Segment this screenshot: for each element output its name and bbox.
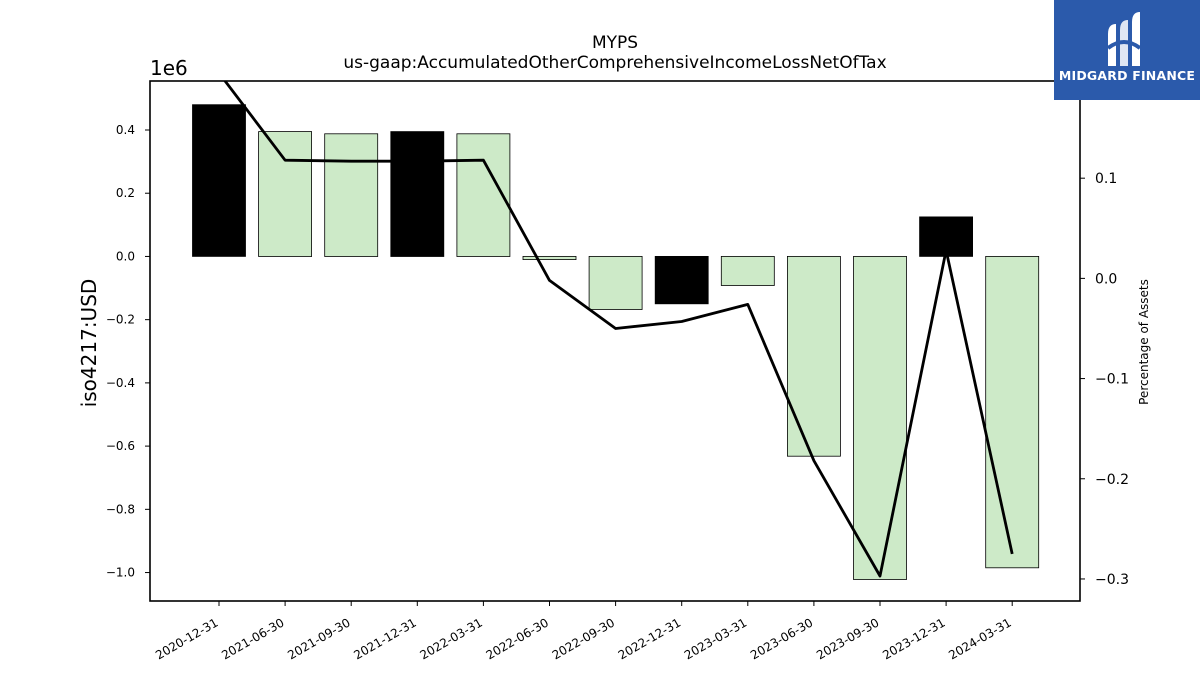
y-tick-label: −1.0 bbox=[106, 566, 135, 580]
y-tick-label: −0.8 bbox=[106, 502, 135, 516]
y-tick-label: 0.0 bbox=[116, 249, 135, 263]
bar bbox=[985, 255, 1040, 569]
series-line bbox=[223, 81, 1014, 578]
bar bbox=[654, 255, 709, 305]
bar bbox=[853, 255, 907, 580]
x-tick-label: 2021-06-30 bbox=[219, 615, 286, 662]
y-tick-label: 0.2 bbox=[116, 186, 135, 200]
chart-title: MYPS bbox=[592, 33, 638, 53]
midgard-finance-logo: MIDGARD FINANCE bbox=[1054, 0, 1200, 100]
y2-tick-label: 0.0 bbox=[1095, 271, 1117, 287]
bar bbox=[720, 255, 775, 286]
x-tick-label: 2023-09-30 bbox=[814, 615, 881, 662]
line-group bbox=[223, 81, 1014, 578]
y-tick-label: −0.6 bbox=[106, 439, 135, 453]
bars-group bbox=[192, 104, 1040, 580]
x-tick-label: 2021-12-31 bbox=[351, 615, 418, 662]
x-tick-label: 2022-09-30 bbox=[550, 615, 617, 662]
bar bbox=[258, 131, 313, 257]
x-tick-label: 2020-12-31 bbox=[153, 615, 220, 662]
y-axis-label: iso4217:USD bbox=[77, 279, 101, 408]
bar bbox=[390, 131, 445, 257]
x-tick-label: 2023-12-31 bbox=[880, 615, 947, 662]
chart-subtitle: us-gaap:AccumulatedOtherComprehensiveInc… bbox=[343, 53, 886, 73]
bar bbox=[787, 255, 841, 457]
x-tick-label: 2021-09-30 bbox=[285, 615, 352, 662]
logo-text: MIDGARD FINANCE bbox=[1058, 68, 1196, 83]
x-tick-label: 2022-03-31 bbox=[417, 615, 484, 662]
x-tick-label: 2022-06-30 bbox=[484, 615, 551, 662]
x-tick-label: 2022-12-31 bbox=[616, 615, 683, 662]
y2-tick-label: −0.2 bbox=[1095, 472, 1129, 488]
y-offset-label: 1e6 bbox=[150, 56, 188, 80]
y2-tick-label: −0.1 bbox=[1095, 372, 1129, 388]
plot-frame bbox=[149, 80, 1081, 602]
bar bbox=[588, 255, 643, 310]
y2-tick-label: −0.3 bbox=[1095, 572, 1129, 588]
x-tick-label: 2023-06-30 bbox=[748, 615, 815, 662]
y-tick-label: 0.4 bbox=[116, 123, 135, 137]
y2-tick-label: 0.1 bbox=[1095, 171, 1117, 187]
x-tick-label: 2023-03-31 bbox=[682, 615, 749, 662]
y-tick-label: −0.2 bbox=[106, 313, 135, 327]
bar bbox=[324, 133, 379, 257]
y2-axis-label: Percentage of Assets bbox=[1137, 279, 1151, 405]
y-tick-label: −0.4 bbox=[106, 376, 135, 390]
x-tick-label: 2024-03-31 bbox=[946, 615, 1013, 662]
bar bbox=[192, 104, 246, 257]
bar bbox=[522, 255, 577, 260]
midgard-logo-icon bbox=[1106, 12, 1142, 66]
